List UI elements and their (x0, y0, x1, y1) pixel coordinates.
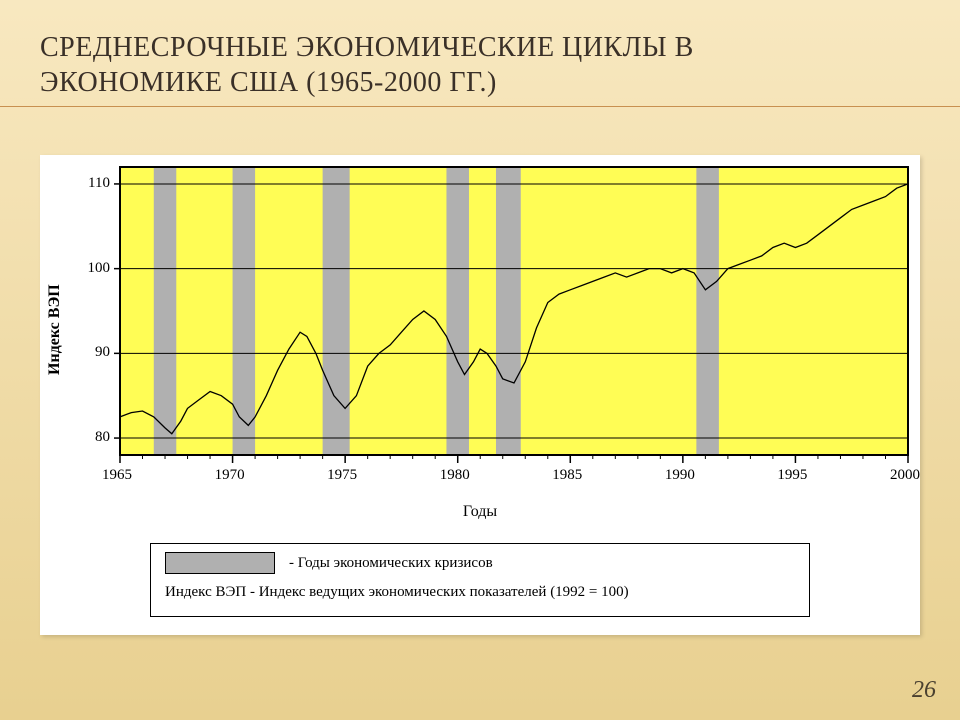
legend-swatch-label: - Годы экономических кризисов (289, 555, 493, 572)
y-tick: 90 (95, 344, 110, 361)
y-tick: 100 (88, 260, 111, 277)
y-tick: 80 (95, 429, 110, 446)
legend-box: - Годы экономических кризисов Индекс ВЭП… (150, 543, 810, 617)
legend-row-crisis: - Годы экономических кризисов (165, 552, 795, 574)
x-tick: 2000 (890, 467, 920, 484)
slide-title: СРЕДНЕСРОЧНЫЕ ЭКОНОМИЧЕСКИЕ ЦИКЛЫ В ЭКОН… (0, 0, 960, 106)
x-axis-label: Годы (40, 503, 920, 521)
chart-panel: Индекс ВЭП Годы 1965 1970 1975 1980 1985 1990… (40, 155, 920, 635)
x-tick: 1995 (777, 467, 807, 484)
x-tick: 1980 (440, 467, 470, 484)
chart-svg (40, 155, 920, 495)
x-tick: 1975 (327, 467, 357, 484)
title-line-2: ЭКОНОМИКЕ США (1965-2000 ГГ.) (40, 65, 920, 100)
legend-footnote: Индекс ВЭП - Индекс ведущих экономически… (165, 584, 795, 601)
x-tick: 1970 (215, 467, 245, 484)
x-tick: 1990 (665, 467, 695, 484)
legend-swatch (165, 552, 275, 574)
accent-divider (0, 106, 960, 107)
y-axis-label: Индекс ВЭП (46, 284, 64, 375)
x-tick: 1985 (552, 467, 582, 484)
title-line-1: СРЕДНЕСРОЧНЫЕ ЭКОНОМИЧЕСКИЕ ЦИКЛЫ В (40, 30, 920, 65)
x-tick: 1965 (102, 467, 132, 484)
page-number: 26 (912, 677, 936, 704)
y-tick: 110 (88, 175, 110, 192)
